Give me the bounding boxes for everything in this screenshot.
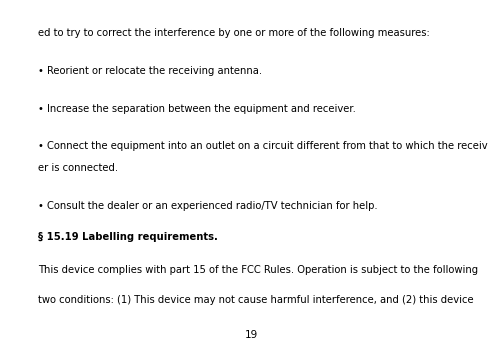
Text: • Increase the separation between the equipment and receiver.: • Increase the separation between the eq… xyxy=(38,104,356,114)
Text: two conditions: (1) This device may not cause harmful interference, and (2) this: two conditions: (1) This device may not … xyxy=(38,295,474,305)
Text: ed to try to correct the interference by one or more of the following measures:: ed to try to correct the interference by… xyxy=(38,28,430,38)
Text: • Consult the dealer or an experienced radio/TV technician for help.: • Consult the dealer or an experienced r… xyxy=(38,201,378,211)
Text: 19: 19 xyxy=(244,330,258,340)
Text: This device complies with part 15 of the FCC Rules. Operation is subject to the : This device complies with part 15 of the… xyxy=(38,265,478,275)
Text: • Reorient or relocate the receiving antenna.: • Reorient or relocate the receiving ant… xyxy=(38,66,262,76)
Text: • Connect the equipment into an outlet on a circuit different from that to which: • Connect the equipment into an outlet o… xyxy=(38,141,487,151)
Text: er is connected.: er is connected. xyxy=(38,163,118,173)
Text: § 15.19 Labelling requirements.: § 15.19 Labelling requirements. xyxy=(38,232,218,242)
